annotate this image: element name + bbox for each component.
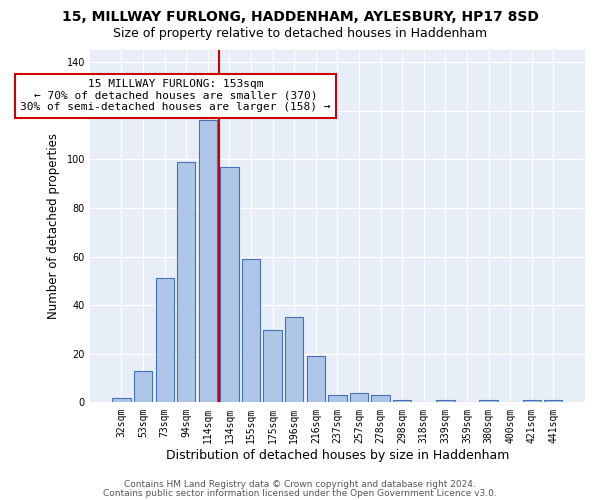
Bar xyxy=(263,330,282,402)
Bar xyxy=(328,395,347,402)
Y-axis label: Number of detached properties: Number of detached properties xyxy=(47,133,59,319)
Bar xyxy=(479,400,498,402)
Bar xyxy=(350,392,368,402)
Bar xyxy=(220,166,239,402)
Bar xyxy=(112,398,131,402)
Bar xyxy=(134,371,152,402)
Bar xyxy=(155,278,174,402)
Bar xyxy=(544,400,562,402)
Bar xyxy=(393,400,412,402)
Bar xyxy=(307,356,325,403)
Bar xyxy=(436,400,455,402)
Bar xyxy=(285,318,304,402)
Text: Contains public sector information licensed under the Open Government Licence v3: Contains public sector information licen… xyxy=(103,488,497,498)
Bar xyxy=(523,400,541,402)
Bar xyxy=(371,395,390,402)
X-axis label: Distribution of detached houses by size in Haddenham: Distribution of detached houses by size … xyxy=(166,450,509,462)
Text: Contains HM Land Registry data © Crown copyright and database right 2024.: Contains HM Land Registry data © Crown c… xyxy=(124,480,476,489)
Bar xyxy=(242,259,260,402)
Bar xyxy=(199,120,217,402)
Text: 15, MILLWAY FURLONG, HADDENHAM, AYLESBURY, HP17 8SD: 15, MILLWAY FURLONG, HADDENHAM, AYLESBUR… xyxy=(62,10,538,24)
Text: Size of property relative to detached houses in Haddenham: Size of property relative to detached ho… xyxy=(113,28,487,40)
Bar xyxy=(177,162,196,402)
Text: 15 MILLWAY FURLONG: 153sqm
← 70% of detached houses are smaller (370)
30% of sem: 15 MILLWAY FURLONG: 153sqm ← 70% of deta… xyxy=(20,79,331,112)
